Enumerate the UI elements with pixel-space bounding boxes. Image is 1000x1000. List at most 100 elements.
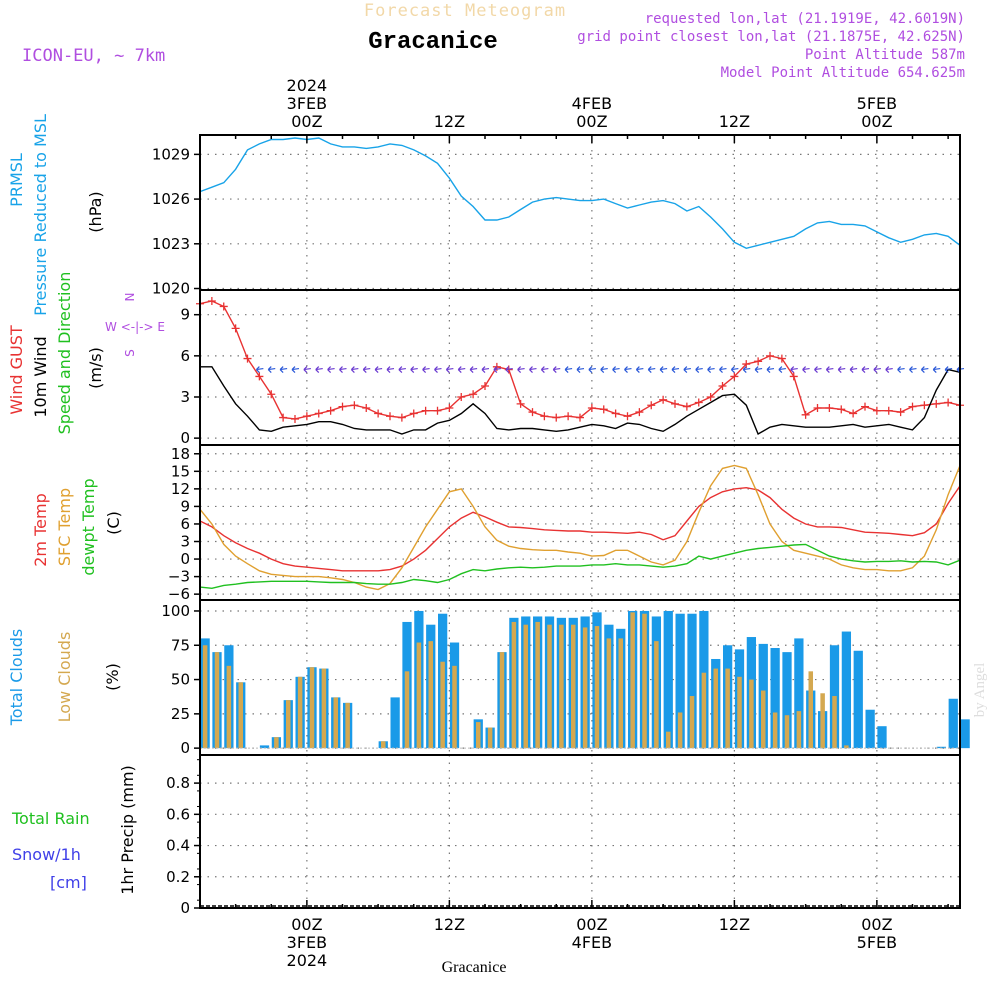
grid-layer — [200, 135, 960, 909]
wind-direction-arrow — [612, 366, 620, 373]
wind-direction-arrow — [422, 366, 430, 373]
x-tick-label-top: 12Z — [719, 112, 750, 131]
gust-marker — [255, 372, 264, 381]
gust-marker — [314, 409, 323, 418]
total-cloud-bar — [663, 610, 673, 749]
gust-marker — [231, 324, 240, 333]
wind-direction-arrow — [825, 366, 834, 373]
gust-marker — [362, 403, 371, 412]
low-cloud-bar — [476, 722, 481, 749]
low-cloud-bar — [404, 671, 410, 749]
y-tick-label: 75 — [171, 636, 190, 654]
gust-marker — [908, 402, 917, 411]
total-cloud-bar — [948, 698, 958, 749]
wind-direction-arrow — [303, 366, 311, 373]
y-tick-label: 9 — [180, 306, 190, 324]
low-cloud-bar — [202, 645, 208, 749]
y-tick-label: 9 — [180, 497, 190, 515]
wind-direction-arrow — [695, 366, 703, 373]
total-cloud-bar — [877, 726, 887, 749]
low-cloud-bar — [571, 624, 576, 749]
wind-direction-arrow — [457, 366, 466, 373]
y-tick-label: 50 — [171, 671, 190, 689]
y-tick-label: 0.2 — [166, 868, 190, 886]
low-cloud-bar — [689, 696, 695, 749]
gust-marker — [374, 409, 383, 418]
panel-frame-pressure — [199, 134, 961, 291]
gust-marker — [445, 403, 454, 412]
label-layer: 20243FEB00Z12Z4FEB00Z12Z5FEB00Z12Z00Z3FE… — [7, 76, 897, 970]
gust-marker — [777, 354, 786, 363]
gust-marker — [884, 406, 893, 415]
total-cloud-bar — [687, 613, 697, 749]
point-altitude: Point Altitude 587m — [805, 47, 965, 63]
wind-direction-arrow — [707, 366, 715, 373]
compass-s: S — [123, 349, 137, 357]
wind-direction-arrow — [576, 366, 585, 373]
wind-direction-arrow — [327, 366, 335, 373]
gust-marker — [837, 405, 846, 414]
low-cloud-bar — [214, 652, 220, 749]
low-cloud-bar — [381, 741, 386, 749]
wind10-line — [200, 366, 961, 436]
wind-direction-arrow — [469, 366, 478, 373]
wind-direction-arrow — [730, 366, 739, 373]
wind-direction-arrow — [671, 366, 680, 373]
axis-layer: 10201023102610290369−6−30369121518025507… — [152, 134, 961, 917]
wind-direction-arrow — [719, 366, 727, 373]
wind-direction-arrow — [944, 366, 953, 373]
low-cloud-bar — [428, 641, 434, 749]
x-tick-label-bottom: 00Z — [291, 915, 322, 934]
wind-direction-arrow — [540, 366, 549, 373]
y-tick-label: 15 — [171, 462, 190, 480]
location-title: Gracanice — [368, 29, 498, 56]
low-cloud-bar — [761, 690, 766, 749]
total-cloud-bar — [794, 638, 804, 749]
y-tick-label: 0.4 — [166, 837, 190, 855]
gust-marker — [754, 357, 763, 366]
total-cloud-bar — [853, 650, 863, 749]
low-cloud-bar — [677, 712, 683, 749]
low-cloud-bar — [499, 652, 505, 749]
ylabel-low-clouds: Low Clouds — [55, 632, 74, 723]
gust-marker — [647, 401, 656, 410]
wind-direction-arrow — [410, 366, 418, 373]
wind-direction-arrow — [814, 366, 822, 373]
low-cloud-bar — [642, 613, 647, 749]
wind-direction-arrow — [790, 366, 798, 373]
wind-direction-arrow — [291, 366, 300, 373]
x-tick-label-bottom: 5FEB — [857, 933, 897, 952]
meteogram-title: Forecast Meteogram — [364, 1, 566, 21]
y-tick-label: 1029 — [152, 145, 190, 163]
low-cloud-bar — [416, 642, 422, 749]
gust-marker — [861, 402, 869, 411]
gust-marker — [659, 395, 668, 404]
x-tick-label-top: 00Z — [861, 112, 892, 131]
y-tick-label: 25 — [171, 705, 190, 723]
model-altitude: Model Point Altitude 654.625m — [721, 65, 965, 81]
ylabel-speed-direction: Speed and Direction — [55, 272, 74, 435]
total-cloud-bar — [936, 746, 947, 749]
wind-direction-arrow — [564, 366, 573, 373]
y-tick-label: −6 — [168, 585, 190, 603]
panel-frame-precip — [199, 754, 961, 909]
low-cloud-bar — [226, 665, 232, 749]
low-cloud-bar — [725, 668, 730, 749]
gust-marker — [243, 354, 252, 363]
wind-direction-arrow — [647, 366, 656, 373]
wind-direction-arrow — [505, 366, 513, 373]
wind-direction-arrow — [434, 366, 442, 373]
wind-direction-arrow — [624, 366, 632, 373]
gust-marker — [944, 398, 953, 407]
wind-direction-arrow — [873, 366, 881, 373]
low-cloud-bar — [713, 668, 719, 749]
gust-marker — [872, 406, 881, 415]
ylabel-10m-wind: 10m Wind — [31, 336, 50, 417]
gust-marker — [338, 402, 347, 411]
y-tick-label: 0 — [180, 550, 190, 568]
wind-direction-arrow — [635, 366, 644, 373]
low-cloud-bar — [606, 638, 612, 749]
low-cloud-bar — [666, 731, 671, 749]
x-tick-label-bottom: 12Z — [434, 915, 465, 934]
